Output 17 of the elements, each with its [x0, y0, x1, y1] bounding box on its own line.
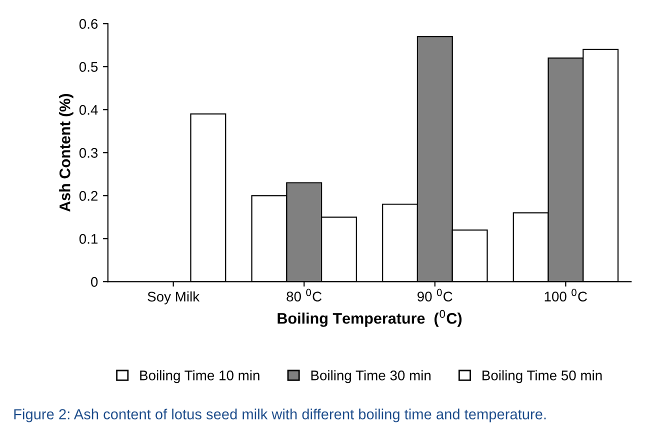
y-tick-label: 0.6	[79, 18, 98, 29]
x-tick-label: 80 $^{0}$C	[286, 288, 322, 302]
legend-label: Boiling Time 30 min	[311, 370, 431, 384]
legend-label: Boiling Time 10 min	[140, 370, 260, 384]
x-tick-label: 100 $^{0}$C	[544, 288, 587, 302]
caption: Figure 2: Ash content of lotus seed milk with different boiling time and temperature.	[14, 408, 546, 422]
y-tick-label: 0.1	[79, 234, 98, 244]
y-tick-label: 0	[91, 276, 98, 287]
legend-label: Boiling Time 50 min	[482, 370, 602, 384]
y-tick-label: 0.3	[79, 148, 98, 158]
y-tick-label: 0.2	[79, 190, 98, 201]
y-tick-label: 0.4	[79, 104, 98, 115]
x-tick-label: Soy Milk	[148, 291, 200, 304]
x-tick-label: 90 $^{0}$C	[418, 288, 452, 302]
x-axis-title: Boiling Temperature ($^{0}$C)	[278, 310, 462, 327]
y-tick-label: 0.5	[79, 62, 98, 72]
y-axis-title: Ash Content (%)	[59, 94, 74, 212]
